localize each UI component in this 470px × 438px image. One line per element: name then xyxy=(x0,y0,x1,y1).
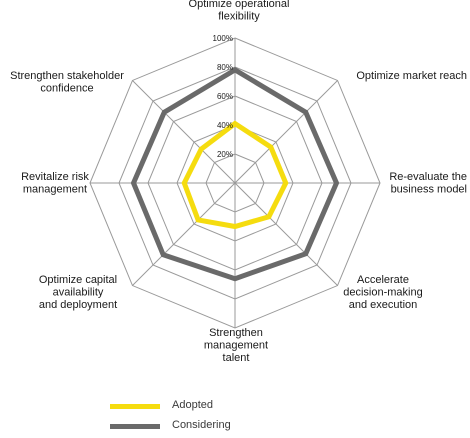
axis-label-6-line-1: management xyxy=(23,184,87,196)
point-adopted-3 xyxy=(267,215,271,219)
radar-spokes xyxy=(90,38,380,328)
radar-series xyxy=(130,66,340,282)
point-adopted-2 xyxy=(284,181,288,185)
tick-label-60: 60% xyxy=(217,92,233,101)
spoke-3 xyxy=(234,182,338,286)
axis-label-5-line-0: Optimize capital xyxy=(39,274,117,286)
spoke-1 xyxy=(234,80,338,184)
point-considering-4 xyxy=(233,277,237,281)
radar-chart: 20% 40% 60% 80% 100% Optimize operationalfle… xyxy=(10,0,467,364)
tick-labels: 20% 40% 60% 80% 100% xyxy=(213,34,233,159)
legend-swatch-adopted xyxy=(110,404,160,409)
axis-label-4-line-0: Strengthen xyxy=(209,327,263,339)
axis-label-1-line-0: Optimize market reach xyxy=(356,70,467,82)
spoke-7 xyxy=(132,80,236,184)
point-considering-2 xyxy=(335,181,338,185)
point-considering-6 xyxy=(132,181,135,185)
axis-label-5-line-1: availability xyxy=(53,287,104,299)
tick-label-20: 20% xyxy=(217,150,233,159)
axis-label-6-line-0: Revitalize risk xyxy=(21,171,89,183)
axis-label-3-line-2: and execution xyxy=(349,299,418,311)
axis-label-3-line-0: Accelerate xyxy=(357,274,409,286)
point-considering-1 xyxy=(304,110,308,114)
tick-label-80: 80% xyxy=(217,63,233,72)
legend-swatch-considering xyxy=(110,424,160,429)
point-adopted-5 xyxy=(196,218,200,222)
point-considering-3 xyxy=(304,252,308,256)
point-adopted-6 xyxy=(182,181,186,185)
axis-label-4-line-1: management xyxy=(204,340,268,352)
point-considering-7 xyxy=(162,110,166,114)
point-considering-0 xyxy=(233,68,237,72)
tick-label-100: 100% xyxy=(213,34,233,43)
axis-label-2-line-1: business model xyxy=(391,184,467,196)
point-adopted-1 xyxy=(269,145,273,149)
axis-label-4-line-2: talent xyxy=(223,352,250,364)
axis-label-5-line-2: and deployment xyxy=(39,299,117,311)
legend-label-considering: Considering xyxy=(172,419,231,431)
axis-label-3-line-1: decision-making xyxy=(343,287,422,299)
axis-label-2-line-0: Re-evaluate the xyxy=(389,171,467,183)
tick-label-40: 40% xyxy=(217,121,233,130)
point-considering-5 xyxy=(161,253,165,257)
legend-label-adopted: Adopted xyxy=(172,399,213,411)
axis-label-0-line-0: Optimize operational xyxy=(189,0,290,10)
point-adopted-0 xyxy=(233,122,237,126)
point-adopted-4 xyxy=(233,225,237,228)
axis-label-7-line-1: confidence xyxy=(40,83,93,95)
point-adopted-7 xyxy=(199,147,203,151)
axis-label-0-line-1: flexibility xyxy=(218,11,260,23)
axis-label-7-line-0: Strengthen stakeholder xyxy=(10,70,124,82)
spoke-5 xyxy=(132,182,236,286)
